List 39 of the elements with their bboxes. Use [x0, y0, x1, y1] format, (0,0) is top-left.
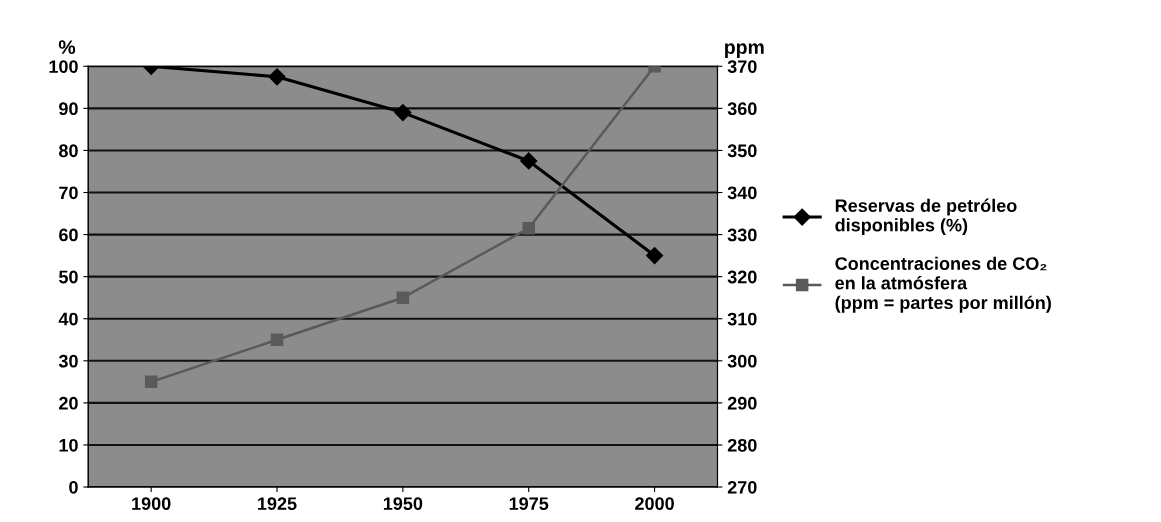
x-tick-label: 1925 [258, 497, 297, 511]
y2-tick-label: 330 [727, 228, 757, 242]
y-tick-label: 60 [59, 228, 78, 242]
legend-label: Reservas de petróleo disponibles (%) [835, 198, 1017, 236]
y2-axis-title: ppm [725, 43, 764, 58]
y2-tick-label: 370 [727, 60, 757, 74]
y-tick-label: 40 [58, 312, 78, 326]
point [268, 68, 286, 86]
y2-tick-label: 300 [727, 354, 757, 368]
y2-tick-label: 310 [727, 312, 757, 326]
point [522, 222, 535, 235]
y-tick-label: 0 [69, 480, 78, 494]
y2-tick-label: 280 [727, 438, 757, 452]
point [144, 375, 158, 389]
y-axis-title: % [58, 40, 76, 54]
y-tick-label: 100 [49, 60, 78, 74]
point [396, 291, 410, 304]
point [646, 247, 664, 265]
y2-tick-label: 350 [727, 144, 757, 158]
y2-tick-label: 320 [727, 270, 757, 284]
y-tick-label: 20 [59, 396, 78, 410]
point [520, 152, 538, 170]
legend-label: Concentraciones de CO₂ en la atmósfera (ppm = partes por millón) [835, 256, 1051, 313]
y-tick-label: 30 [58, 354, 78, 368]
x-tick-label: 1900 [132, 497, 171, 511]
y-tick-label: 80 [59, 144, 78, 158]
y-tick-label: 70 [59, 186, 78, 200]
y2-tick-label: 290 [727, 396, 757, 410]
y-tick-label: 90 [59, 102, 78, 116]
point [270, 333, 284, 347]
y-tick-label: 50 [58, 270, 78, 284]
x-tick-label: 2000 [635, 497, 674, 511]
y2-tick-label: 270 [727, 480, 757, 494]
x-tick-label: 1975 [509, 497, 549, 511]
x-tick-label: 1950 [383, 497, 423, 511]
y2-tick-label: 360 [727, 102, 757, 116]
y-tick-label: 10 [59, 438, 78, 452]
point [394, 104, 412, 122]
y2-tick-label: 340 [727, 186, 757, 200]
